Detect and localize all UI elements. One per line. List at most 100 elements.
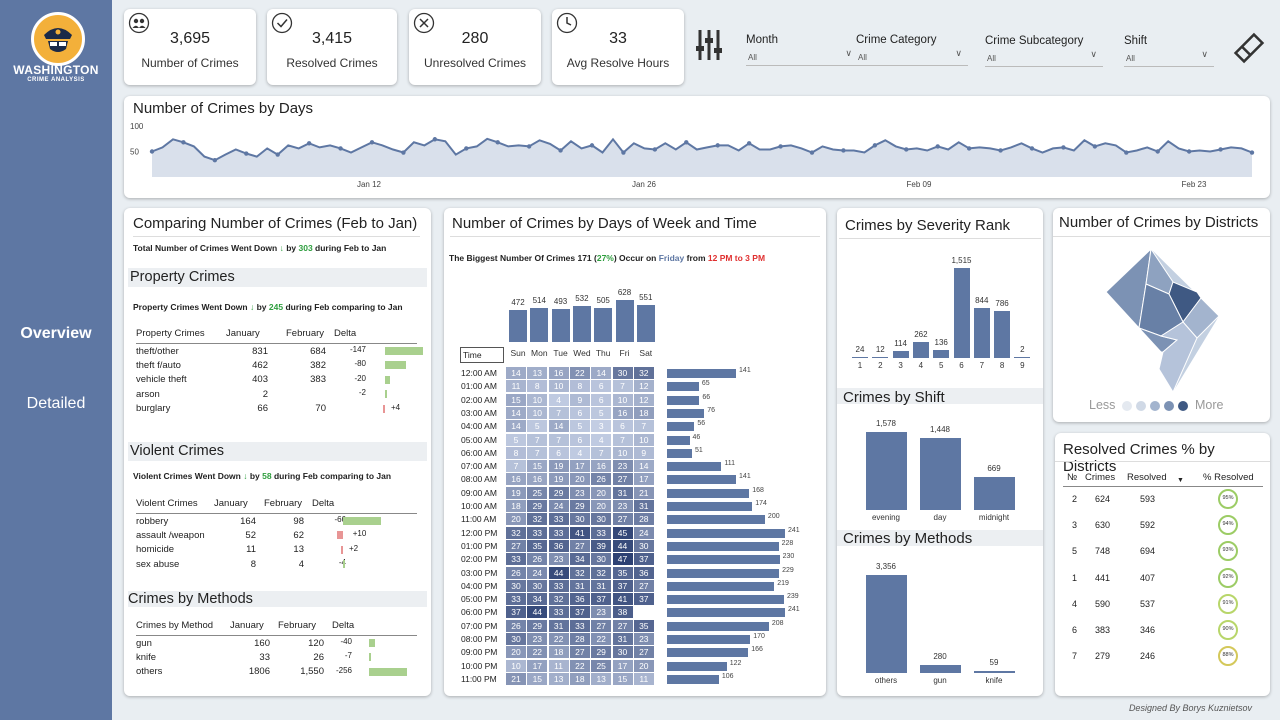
days-line-chart: 50100Jan 12 Jan 26 Feb 09 Feb 23: [124, 96, 1270, 198]
heat-cell: 20: [570, 473, 590, 485]
heat-cell: 33: [549, 527, 569, 539]
x-tick-label: Jan 26: [632, 180, 657, 189]
resolved-table: 2 624 593 95% 3 630 592 94% 5 748 694 93% 1 441 407 92%…: [1055, 433, 1270, 696]
heat-cell: 30: [613, 367, 633, 379]
col-header[interactable]: Crimes by Method: [136, 620, 230, 636]
heat-cell: 30: [527, 580, 547, 592]
district-number: 7: [1072, 651, 1077, 661]
district-crimes: 590: [1095, 599, 1110, 609]
heat-cell: 14: [591, 367, 611, 379]
data-point: [621, 150, 625, 154]
district-crimes: 630: [1095, 520, 1110, 530]
time-label: 07:00 PM: [461, 621, 497, 631]
heat-cell: 31: [613, 487, 633, 499]
heat-cell: 32: [527, 513, 547, 525]
hour-total-label: 56: [697, 420, 705, 427]
heat-cell: 4: [549, 394, 569, 406]
nav-overview[interactable]: Overview: [0, 325, 112, 343]
data-point: [1061, 145, 1065, 149]
col-header[interactable]: Property Crimes: [136, 328, 226, 344]
time-label: 08:00 AM: [461, 474, 497, 484]
table-cell: gun: [136, 636, 230, 651]
heat-cell: 19: [506, 487, 526, 499]
col-header[interactable]: February: [264, 498, 312, 514]
heat-cell: 23: [634, 633, 654, 645]
heat-cell: 10: [613, 447, 633, 459]
hour-total-label: 241: [788, 606, 800, 613]
property-crimes-table: Property Crimes January February Delta t…: [136, 328, 417, 416]
col-header[interactable]: Violent Crimes: [136, 498, 214, 514]
district-number: 2: [1072, 494, 1077, 504]
time-label: 10:00 AM: [461, 501, 497, 511]
table-row: sex abuse84-4: [136, 557, 417, 572]
table-row: burglary 66 70 +4: [136, 402, 417, 417]
filter-month[interactable]: Month All ∨: [746, 34, 858, 46]
heat-cell: 11: [634, 673, 654, 685]
district-number: 6: [1072, 625, 1077, 635]
data-point: [244, 151, 248, 155]
eraser-clear-filters-icon[interactable]: [1232, 31, 1266, 65]
col-header[interactable]: Delta: [332, 620, 417, 636]
heat-cell: 13: [527, 367, 547, 379]
district-crimes: 441: [1095, 573, 1110, 583]
district-crimes: 279: [1095, 651, 1110, 661]
delta-bar: [385, 390, 387, 398]
hour-total-bar: [667, 462, 721, 471]
heat-cell: 12: [634, 380, 654, 392]
col-header[interactable]: January: [214, 498, 264, 514]
percent-gauge-icon: 88%: [1218, 646, 1238, 666]
kpi-avg-resolve-hours: 33 Avg Resolve Hours: [552, 9, 684, 85]
hour-total-bar: [667, 515, 765, 524]
percent-resolved: 90%: [1222, 626, 1233, 632]
col-header[interactable]: February: [276, 328, 334, 344]
heat-cell: 37: [634, 593, 654, 605]
table-cell: burglary: [136, 402, 226, 417]
filter-sliders-icon[interactable]: [694, 28, 728, 62]
time-label: 04:00 PM: [461, 581, 497, 591]
table-row: vehicle theft 403 383 -20: [136, 373, 417, 388]
delta-cell: -147: [334, 344, 417, 359]
time-label: 05:00 AM: [461, 435, 497, 445]
col-header[interactable]: January: [230, 620, 278, 636]
hour-total-bar: [667, 502, 752, 511]
down-arrow-icon: ↓: [250, 302, 254, 312]
table-row: others 1806 1,550 -256: [136, 665, 417, 680]
hour-total-label: 106: [722, 673, 734, 680]
hour-total-label: 208: [772, 620, 784, 627]
heat-cell: 20: [591, 487, 611, 499]
district-resolved: 537: [1140, 599, 1155, 609]
time-label: 12:00 PM: [461, 528, 497, 538]
filter-shift[interactable]: Shift All ∨: [1124, 35, 1214, 47]
table-row: robbery 164 98 -66: [136, 514, 417, 529]
heat-cell: 35: [527, 540, 547, 552]
hour-total-label: 229: [782, 567, 794, 574]
heat-cell: 8: [570, 380, 590, 392]
data-point: [653, 147, 657, 151]
data-point: [496, 140, 500, 144]
compare-card: Comparing Number of Crimes (Feb to Jan) …: [124, 208, 431, 696]
filter-crime-category[interactable]: Crime Category All ∨: [856, 34, 968, 46]
time-label: 07:00 AM: [461, 461, 497, 471]
hour-total-label: 219: [777, 580, 789, 587]
heat-cell: 16: [613, 407, 633, 419]
down-arrow-icon: ↓: [243, 471, 247, 481]
time-label: 09:00 AM: [461, 488, 497, 498]
time-label: 12:00 AM: [461, 368, 497, 378]
col-header[interactable]: February: [278, 620, 332, 636]
time-column-header[interactable]: Time: [460, 347, 504, 363]
filter-crime-subcategory[interactable]: Crime Subcategory All ∨: [985, 35, 1103, 47]
heat-cell: 14: [506, 420, 526, 432]
col-header[interactable]: January: [226, 328, 276, 344]
col-header[interactable]: Delta: [334, 328, 417, 344]
col-header[interactable]: Delta: [312, 498, 417, 514]
district-number: 5: [1072, 546, 1077, 556]
heat-cell: 17: [613, 660, 633, 672]
heat-cell: 36: [570, 593, 590, 605]
heat-cell: 23: [570, 487, 590, 499]
delta-value: +2: [349, 544, 358, 553]
table-body: theft/other 831 684 -147 theft f/auto 462 382-…: [136, 344, 417, 417]
heat-cell: 5: [570, 420, 590, 432]
day-total-bar: [573, 306, 591, 342]
designer-credit: Designed By Borys Kuznietsov: [1129, 703, 1252, 713]
nav-detailed[interactable]: Detailed: [0, 395, 112, 413]
